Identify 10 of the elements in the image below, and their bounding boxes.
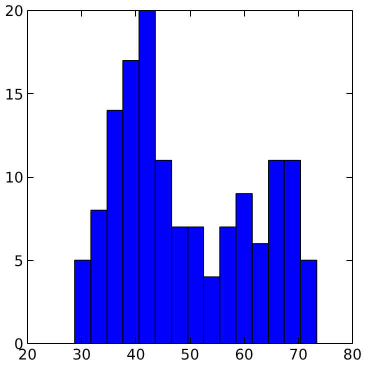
- x-tick-label: 40: [126, 346, 146, 364]
- y-tick-label: 5: [14, 252, 24, 270]
- x-tick-label: 50: [180, 346, 200, 364]
- y-tick-label: 10: [4, 170, 24, 186]
- x-tick-label: 70: [289, 346, 308, 364]
- y-tick-label: 15: [4, 86, 24, 104]
- x-tick-label: 30: [72, 346, 91, 364]
- x-tick-label: 80: [343, 346, 362, 364]
- y-tick-label: 20: [4, 3, 24, 20]
- x-tick-label: 60: [234, 346, 254, 364]
